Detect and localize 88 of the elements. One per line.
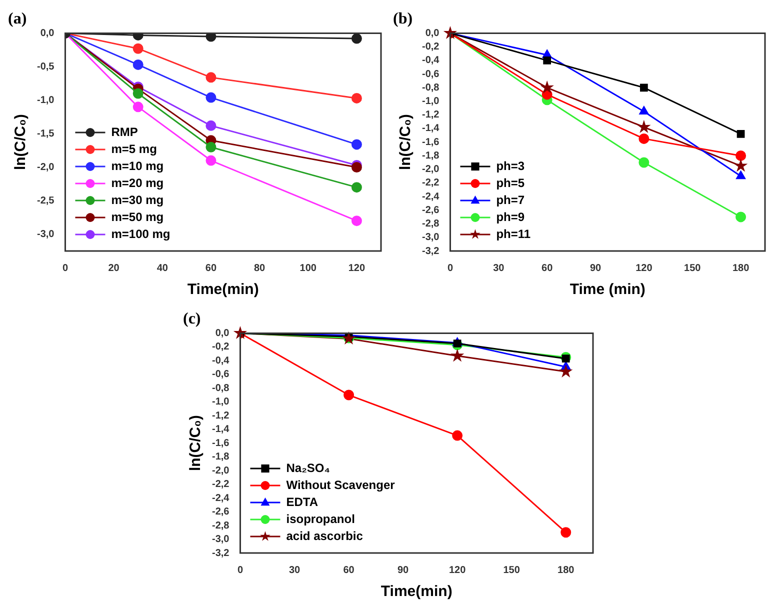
legend-label: m=5 mg [111,142,157,156]
y-tick-label: -2,6 [212,506,230,518]
x-tick-label: 30 [288,564,301,576]
y-tick-label: -1,2 [422,110,440,121]
y-tick-label: -2,8 [422,218,440,230]
x-tick-label: 40 [156,262,168,274]
x-tick-label: 0 [62,262,68,274]
x-tick-label: 120 [448,564,466,576]
y-tick-label: -1,6 [212,438,230,449]
y-tick-label: -1,4 [212,424,230,436]
y-tick-label: -2,2 [212,479,230,490]
y-tick-label: -1,2 [212,410,230,422]
legend-label: isopropanol [286,512,355,526]
y-tick-label: -2,0 [212,465,230,476]
y-tick-label: -0,8 [422,82,440,94]
x-tick-label: 150 [684,262,702,274]
y-tick-label: -3,0 [422,232,440,244]
x-tick-label: 90 [397,564,410,576]
legend-label: ph=3 [496,158,525,173]
x-tick-label: 20 [108,262,120,274]
x-tick-label: 120 [348,262,366,274]
legend-label: ph=11 [496,226,531,241]
legend-label: m=30 mg [111,192,164,207]
x-tick-label: 100 [300,262,317,274]
y-tick-label: -0,4 [212,355,230,366]
y-tick-label: -0,2 [212,342,230,353]
x-tick-label: 60 [205,262,217,274]
y-tick-label: -2,5 [36,195,55,206]
legend-label: m=100 mg [111,226,170,241]
y-tick-label: -2,4 [422,191,440,202]
x-tick-label: 180 [558,564,575,576]
y-tick-label: -2,8 [212,520,230,532]
y-tick-label: -1,8 [422,150,440,162]
x-tick-label: 120 [636,262,653,274]
x-tick-label: 60 [542,262,554,274]
chart-title: (c) [183,310,201,328]
legend-label: m=20 mg [111,176,164,190]
x-axis-title: Time(min) [380,583,452,600]
legend-label: m=50 mg [111,210,164,224]
x-tick-label: 150 [503,564,520,576]
y-tick-label: -0,2 [422,42,440,53]
y-tick-label: -2,6 [422,204,440,216]
y-axis-title: ln(C/C₀) [187,415,204,472]
y-tick-label: -2,0 [36,162,55,173]
legend-label: Without Scavenger [286,478,396,492]
x-tick-label: 180 [732,262,750,274]
y-tick-label: -1,0 [212,396,230,408]
y-tick-label: -1,0 [36,94,55,106]
x-tick-label: 60 [343,564,355,576]
y-tick-label: -0,8 [212,382,230,394]
y-tick-label: -2,4 [212,492,230,504]
y-tick-label: -1,6 [422,136,440,148]
y-tick-label: 0,0 [425,28,440,39]
x-tick-label: 0 [447,262,454,274]
y-tick-label: -3,2 [212,548,230,559]
legend-label: acid ascorbic [286,528,364,543]
x-tick-label: 80 [254,262,266,274]
x-axis-title: Time(min) [187,281,259,298]
chart-title: (b) [393,10,413,28]
y-tick-label: -1,8 [212,452,230,463]
x-tick-label: 0 [237,564,244,576]
y-tick-label: -2,0 [422,164,440,176]
x-tick-label: 90 [590,262,602,274]
y-tick-label: -0,6 [212,369,230,380]
legend-label: ph=5 [496,176,525,190]
x-tick-label: 30 [493,262,505,274]
y-tick-label: -0,4 [422,55,440,66]
legend-label: EDTA [286,494,318,509]
legend-label: ph=9 [496,210,525,224]
y-tick-label: -3,0 [36,228,55,240]
y-axis-title: ln(C/C₀) [12,114,30,170]
y-tick-label: -1,4 [422,123,440,134]
chart-title: (a) [8,10,27,28]
y-tick-label: -0,5 [36,61,55,72]
y-tick-label: 0,0 [40,28,55,39]
y-tick-label: -1,0 [422,96,440,108]
y-axis-title: ln(C/C₀) [397,114,414,170]
legend-label: ph=7 [496,192,525,207]
legend-label: RMP [111,124,138,139]
y-tick-label: -2,2 [422,178,440,189]
legend-label: Na₂SO₄ [286,460,330,475]
y-tick-label: -3,0 [212,534,230,546]
y-tick-label: -1,5 [36,128,55,140]
y-tick-label: 0,0 [215,328,230,339]
y-tick-label: -3,2 [422,246,440,257]
y-tick-label: -0,6 [422,68,440,80]
x-axis-title: Time (min) [570,281,646,298]
legend-label: m=10 mg [111,158,164,173]
